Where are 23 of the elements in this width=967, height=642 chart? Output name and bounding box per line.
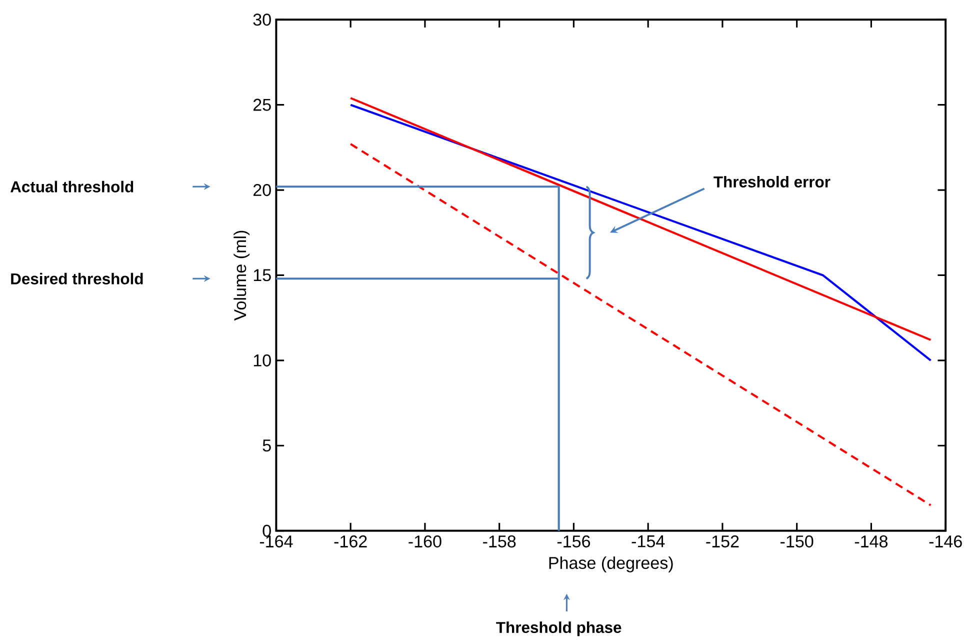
x-tick-label: -150: [780, 535, 814, 548]
y-tick-label: 10: [254, 354, 271, 367]
x-tick-label: -164: [260, 535, 293, 548]
x-tick-label: -152: [706, 535, 739, 548]
y-axis-title: Volume (ml): [234, 230, 250, 321]
x-tick-label: -146: [929, 535, 962, 548]
text: Threshold phase: [496, 622, 622, 636]
x-tick-label: -158: [483, 535, 516, 548]
x-tick-label: -148: [854, 535, 888, 548]
y-tick-label: 15: [254, 269, 271, 282]
text: Desired threshold: [11, 272, 143, 284]
y-tick-label: 30: [253, 14, 271, 26]
y-tick-label: 25: [253, 98, 271, 111]
x-axis-title: Phase (degrees): [549, 556, 673, 572]
x-tick-label: -154: [632, 535, 665, 548]
x-tick-label: -160: [408, 535, 442, 548]
y-tick-label: 5: [262, 440, 271, 452]
y-tick-label: 20: [253, 184, 271, 196]
y-tick-label: 0: [262, 524, 271, 537]
x-tick-label: -162: [334, 535, 367, 548]
text: Actual threshold: [10, 180, 134, 192]
annotation: Threshold error: [714, 176, 830, 188]
x-tick-label: -156: [557, 535, 590, 548]
